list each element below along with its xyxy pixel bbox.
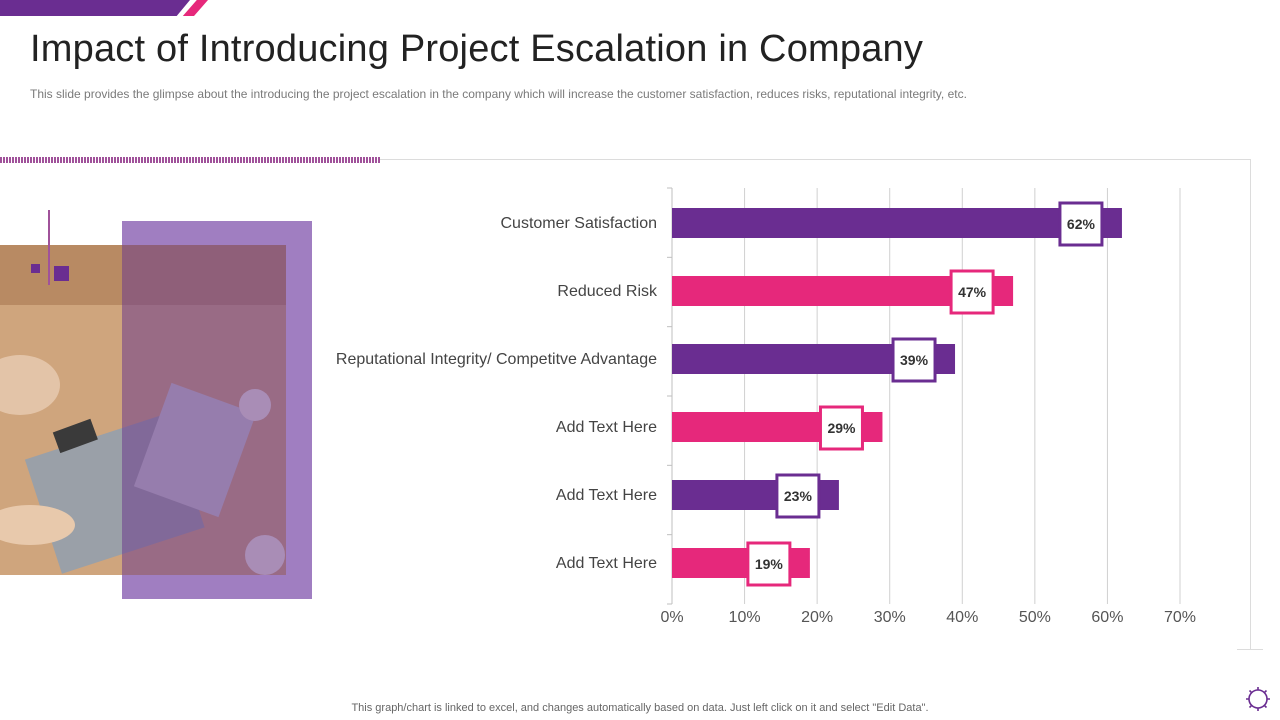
value-label-box — [746, 541, 792, 587]
value-label: 19% — [755, 556, 784, 572]
gear-icon[interactable] — [1243, 684, 1273, 714]
category-label: Reputational Integrity/ Competitve Advan… — [336, 351, 657, 368]
category-label: Add Text Here — [556, 419, 657, 436]
x-tick-label: 70% — [1164, 609, 1196, 626]
category-label: Customer Satisfaction — [500, 215, 657, 232]
x-tick-label: 30% — [874, 609, 906, 626]
decorative-square — [54, 266, 69, 281]
decorative-square-small — [31, 264, 40, 273]
x-tick-label: 0% — [660, 609, 683, 626]
frame-line-corner — [1237, 649, 1263, 650]
x-tick-label: 40% — [946, 609, 978, 626]
category-label: Add Text Here — [556, 487, 657, 504]
page-subtitle: This slide provides the glimpse about th… — [30, 87, 967, 101]
x-tick-label: 50% — [1019, 609, 1051, 626]
photo-purple-overlay — [122, 245, 286, 575]
value-label: 39% — [900, 352, 929, 368]
value-label: 23% — [784, 488, 813, 504]
value-label: 62% — [1067, 216, 1096, 232]
value-label: 47% — [958, 284, 987, 300]
frame-line-right — [1250, 159, 1251, 649]
x-tick-label: 20% — [801, 609, 833, 626]
bar[interactable] — [672, 208, 1122, 238]
category-label: Add Text Here — [556, 555, 657, 572]
value-label-box — [775, 473, 821, 519]
value-label: 29% — [827, 420, 856, 436]
value-label-box — [818, 405, 864, 451]
x-tick-label: 10% — [729, 609, 761, 626]
x-tick-label: 60% — [1091, 609, 1123, 626]
decorative-stripe — [0, 157, 380, 163]
page-title: Impact of Introducing Project Escalation… — [30, 28, 924, 70]
footer-note: This graph/chart is linked to excel, and… — [351, 702, 929, 714]
value-label-box — [891, 337, 937, 383]
frame-line-top — [380, 159, 1251, 160]
top-accent-bar — [0, 0, 190, 16]
decorative-line — [48, 210, 50, 285]
category-label: Reduced Risk — [557, 283, 658, 300]
value-label-box — [949, 269, 995, 315]
value-label-box — [1058, 201, 1104, 247]
photo-panel — [0, 220, 312, 600]
